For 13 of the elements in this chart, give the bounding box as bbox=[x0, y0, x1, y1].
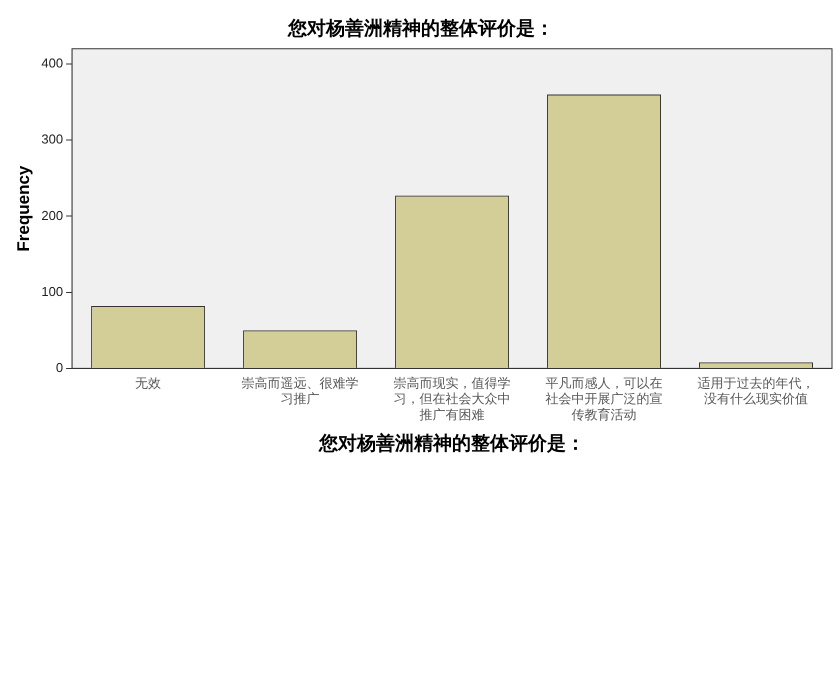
y-tick-label: 400 bbox=[41, 56, 64, 71]
x-tick-label: 崇高而现实，值得学习，但在社会大众中推广有困难 bbox=[394, 376, 511, 423]
x-tick-label: 平凡而感人，可以在社会中开展广泛的宣传教育活动 bbox=[546, 376, 663, 423]
x-axis-title: 您对杨善洲精神的整体评价是： bbox=[318, 432, 586, 455]
y-axis-title: Frequency bbox=[14, 165, 33, 252]
y-tick-label: 200 bbox=[41, 208, 64, 223]
y-tick-label: 0 bbox=[56, 360, 64, 375]
chart-title: 您对杨善洲精神的整体评价是： bbox=[287, 17, 554, 40]
y-tick-label: 300 bbox=[41, 132, 64, 147]
x-tick-label: 崇高而遥远、很难学习推广 bbox=[242, 376, 359, 408]
y-tick-label: 100 bbox=[41, 284, 64, 299]
x-tick-label: 无效 bbox=[135, 376, 162, 392]
x-tick-label: 适用于过去的年代，没有什么现实价值 bbox=[698, 376, 815, 408]
